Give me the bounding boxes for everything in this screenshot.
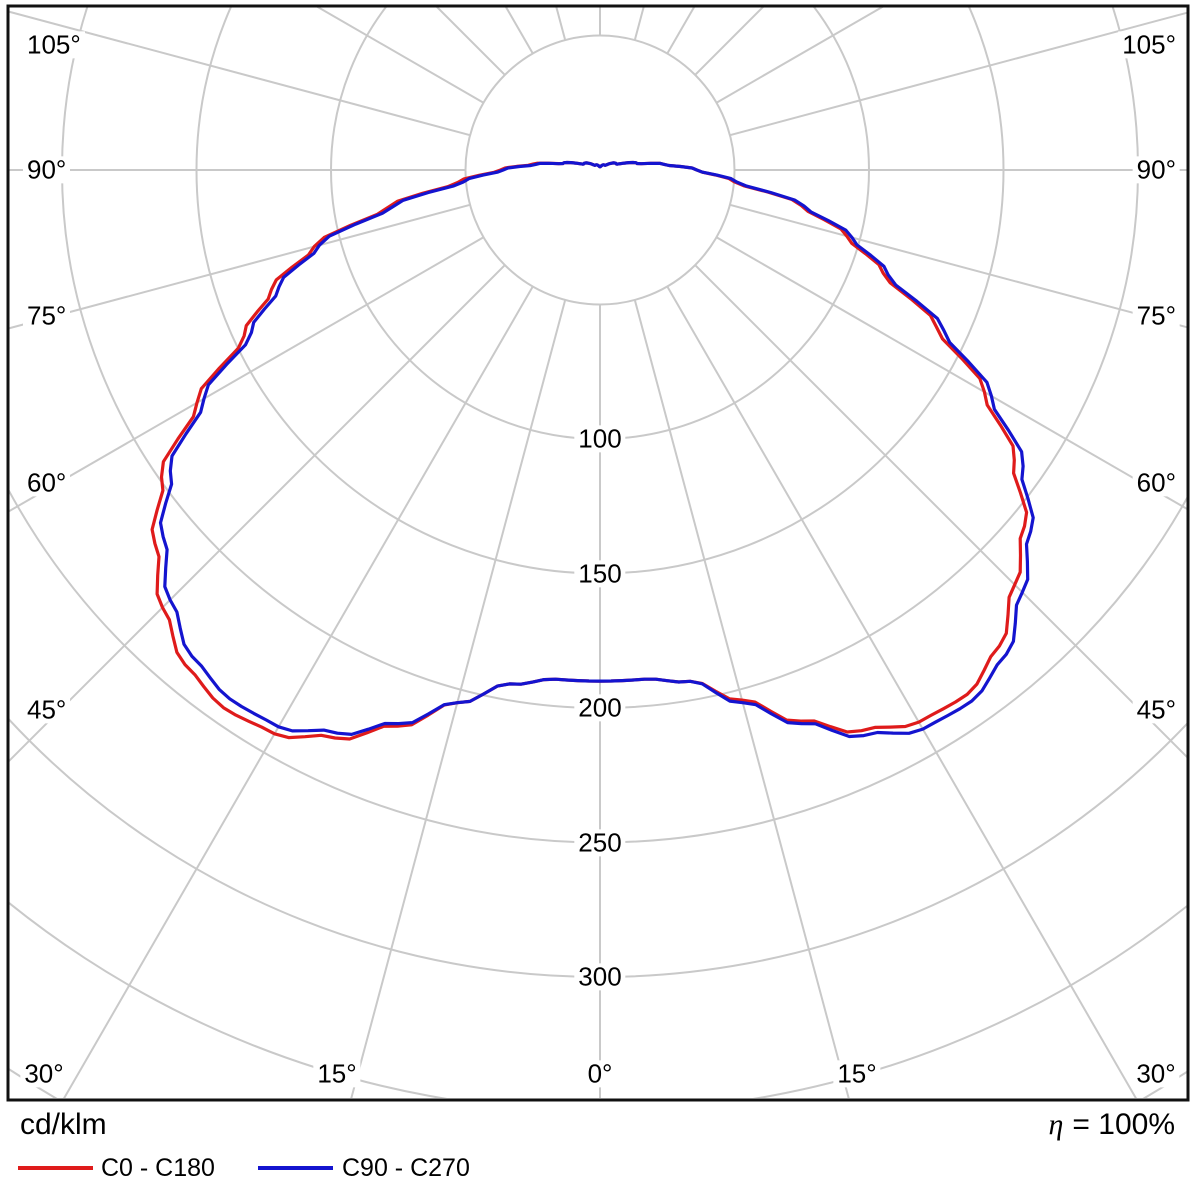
grid-ray-345deg: [729, 11, 1187, 137]
gamma-label-bottom-1: 15°: [313, 1060, 361, 1088]
gamma-label-bottom-3: 15°: [833, 1060, 881, 1088]
legend-swatch-c90-c270: [258, 1166, 333, 1170]
gamma-label-right-90: 90°: [1132, 156, 1180, 184]
radial-tick-label-200: 200: [574, 694, 626, 722]
chart-frame: [6, 4, 1190, 1102]
grid-ray-210deg: [315, 7, 484, 104]
gamma-label-right-75: 75°: [1132, 302, 1180, 330]
gamma-label-left-90: 90°: [23, 156, 71, 184]
gamma-label-bottom-0: 30°: [20, 1060, 68, 1088]
grid-ray-15deg: [729, 203, 1187, 329]
gamma-label-bottom-2: 0°: [583, 1060, 617, 1088]
radial-tick-label-300: 300: [574, 963, 626, 991]
gamma-label-right-60: 60°: [1132, 469, 1180, 497]
radial-tick-label-150: 150: [574, 559, 626, 588]
gamma-label-right-105: 105°: [1118, 31, 1180, 59]
grid-ray-150deg: [9, 236, 484, 513]
grid-ray-60deg: [666, 286, 1137, 1098]
gamma-label-left-75: 75°: [23, 302, 71, 330]
gamma-label-left-60: 60°: [23, 469, 71, 497]
gamma-label-left-45: 45°: [23, 696, 71, 724]
grid-ray-165deg: [9, 203, 471, 330]
grid-ray-30deg: [716, 236, 1187, 511]
gamma-label-right-45: 45°: [1132, 696, 1180, 724]
grid-ray-195deg: [9, 10, 471, 137]
eta-symbol: η: [1048, 1108, 1064, 1141]
curve-layer: [150, 160, 1035, 741]
grid-ray-105deg: [350, 299, 567, 1098]
grid-ray-120deg: [63, 285, 534, 1098]
legend-swatch-c0-c180: [18, 1166, 93, 1170]
gamma-label-bottom-4: 30°: [1132, 1060, 1180, 1088]
legend-label-c0-c180: C0 - C180: [101, 1154, 215, 1182]
curve-c90-c270: [158, 160, 1035, 739]
grid-ray-75deg: [633, 299, 850, 1098]
efficiency-label: η = 100%: [1048, 1108, 1175, 1142]
eta-value: = 100%: [1072, 1108, 1175, 1141]
legend-label-c90-c270: C90 - C270: [342, 1154, 470, 1182]
grid-ray-330deg: [716, 7, 885, 104]
grid-ray-135deg: [9, 264, 506, 763]
radial-tick-label-250: 250: [574, 828, 626, 857]
grid-ray-45deg: [694, 264, 1187, 759]
units-label: cd/klm: [20, 1108, 107, 1142]
gamma-label-left-105: 105°: [23, 31, 85, 59]
radial-tick-label-100: 100: [574, 425, 626, 453]
